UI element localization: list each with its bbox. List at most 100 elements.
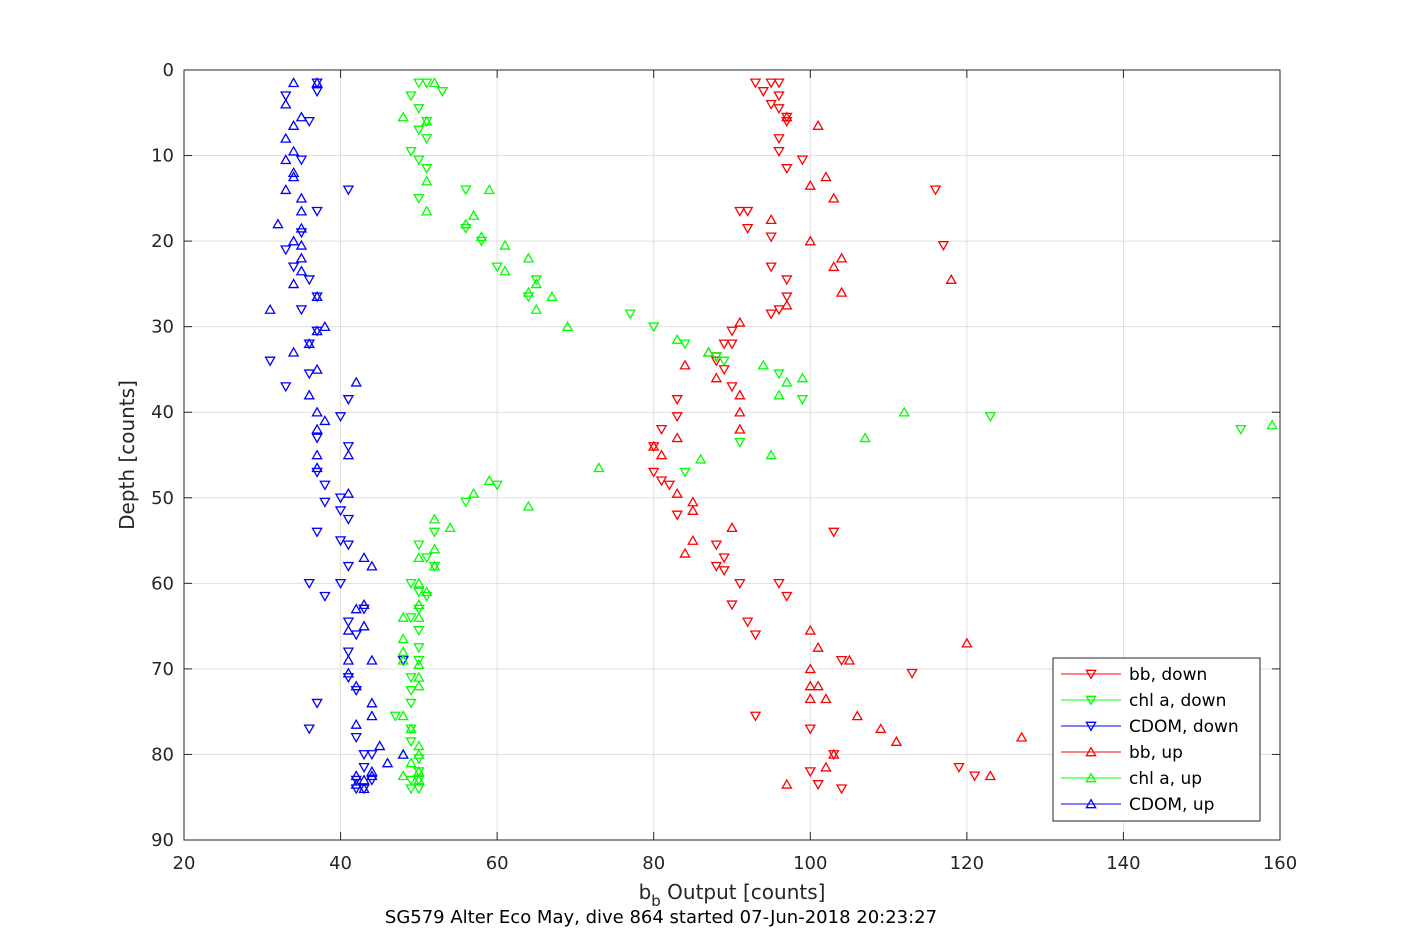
data-point [413,784,425,795]
data-point [397,654,409,665]
data-point [413,599,425,610]
data-point [287,119,300,130]
data-point [350,685,362,696]
data-point [280,184,292,195]
data-point [835,784,848,795]
data-point [781,117,793,128]
data-point [749,711,762,722]
data-point [828,748,840,759]
data-point [350,778,362,789]
data-point [1235,425,1247,436]
data-point [679,467,691,478]
data-point [264,356,276,367]
data-point [804,767,817,778]
gridlines [184,70,1280,840]
data-point [319,320,331,331]
data-point [647,467,660,478]
data-point [311,698,323,709]
data-point [718,339,730,350]
data-point [287,346,300,357]
data-point [710,356,723,367]
data-point [405,737,417,748]
data-point [773,146,785,157]
data-point [467,209,480,220]
data-point [342,185,355,196]
data-point [366,710,378,721]
data-point [781,111,793,122]
data-point [381,757,394,768]
data-point [765,449,777,460]
data-point [781,591,793,602]
y-tick-label: 80 [151,744,174,765]
data-point [303,338,315,349]
data-point [413,540,425,551]
data-point [843,654,856,665]
data-point [342,617,355,628]
data-point [734,316,746,327]
data-point [311,87,323,98]
data-point [405,757,417,768]
data-point [475,231,488,242]
data-point [499,265,511,276]
data-point [334,506,347,517]
data-point [397,710,409,721]
data-point [420,78,433,89]
data-point [875,723,887,734]
data-point [295,239,308,250]
data-point [413,125,425,136]
x-tick-label: 140 [1106,853,1140,874]
data-point [405,673,417,684]
data-point [828,527,840,538]
y-tick-label: 50 [151,488,174,509]
y-axis-label: Depth [counts] [115,380,139,530]
data-point [311,433,323,444]
data-point [796,395,809,406]
data-point [319,415,331,426]
data-point [773,91,785,102]
data-point [420,175,433,186]
data-point [420,205,433,216]
series-4 [397,77,1278,785]
data-point [460,218,472,229]
data-point [280,154,292,165]
data-point [804,179,817,190]
data-point [303,117,315,128]
data-point [350,630,362,641]
data-point [342,442,355,453]
data-point [397,111,409,122]
data-point [734,389,746,400]
data-point [679,339,691,350]
data-point [287,262,300,273]
data-point [937,241,950,252]
data-point [405,579,417,590]
data-point [671,412,683,423]
data-point [334,536,347,547]
data-point [812,641,824,652]
data-point [679,359,691,370]
data-point [734,579,746,590]
data-point [499,239,511,250]
data-point [342,673,355,684]
data-point [405,723,417,734]
data-point [773,579,785,590]
data-point [835,252,848,263]
data-point [405,775,417,786]
data-point [358,782,370,793]
data-point [420,586,433,597]
data-point [280,245,292,256]
data-point [366,765,378,776]
series-3 [647,111,1028,789]
data-point [342,561,355,572]
data-point [295,265,308,276]
data-point [483,474,496,485]
data-point [366,560,378,571]
data-series [264,77,1278,795]
data-point [342,449,355,460]
data-point [287,235,300,246]
data-point [311,406,323,417]
data-point [287,171,300,182]
data-point [522,292,535,303]
data-point [781,275,793,286]
legend-box [1052,657,1261,822]
